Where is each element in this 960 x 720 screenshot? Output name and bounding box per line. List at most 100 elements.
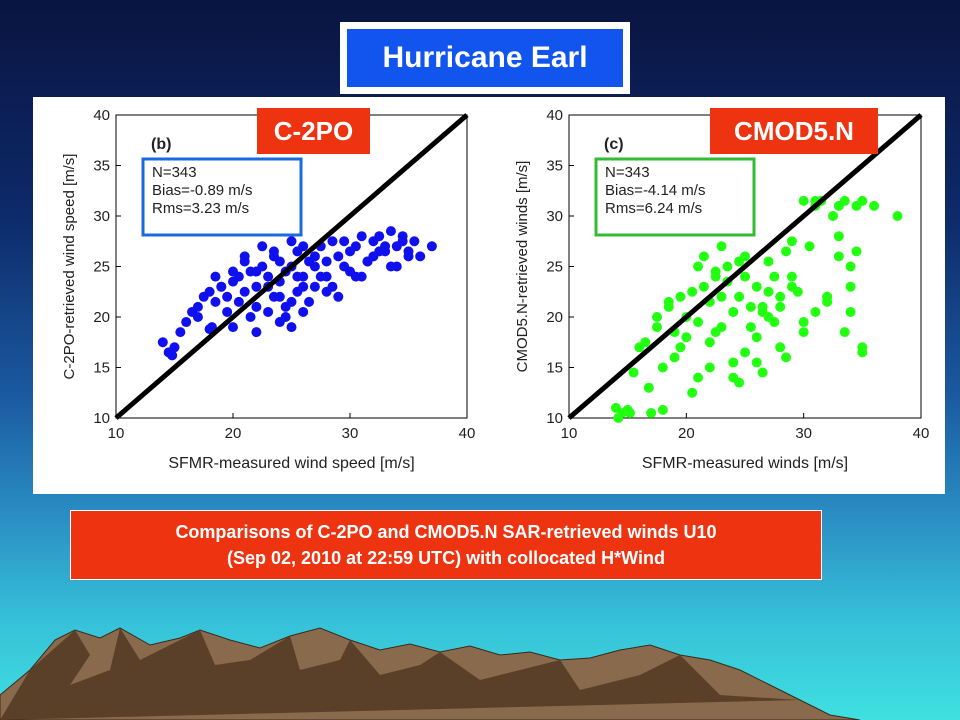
x-tick-label: 30 (342, 425, 359, 442)
data-point (728, 357, 739, 368)
data-point (646, 407, 657, 418)
data-point (228, 322, 238, 333)
data-point (781, 246, 792, 257)
y-tick-label: 25 (93, 259, 110, 276)
data-point (391, 261, 402, 272)
data-point (657, 362, 668, 373)
y-tick-label: 10 (546, 410, 563, 427)
data-point (175, 327, 186, 338)
data-point (286, 322, 297, 333)
stats-line: Bias=-4.14 m/s (605, 182, 705, 199)
data-point (786, 271, 797, 282)
data-point (640, 337, 651, 348)
data-point (263, 306, 274, 317)
data-point (745, 301, 756, 312)
data-point (339, 236, 350, 247)
data-point (716, 291, 727, 302)
data-point (204, 286, 215, 297)
data-point (426, 241, 437, 252)
data-point (321, 286, 332, 297)
stats-line: Bias=-0.89 m/s (152, 182, 252, 199)
y-tick-label: 10 (93, 410, 110, 427)
data-point (613, 413, 624, 423)
data-point (669, 352, 680, 363)
panel-label: (c) (604, 136, 624, 153)
cmod5n-tag: CMOD5.N (710, 108, 878, 154)
data-point (722, 261, 733, 272)
data-point (239, 251, 250, 262)
data-point (321, 256, 332, 267)
data-point (704, 362, 715, 373)
data-point (309, 281, 320, 292)
stats-box (594, 157, 756, 237)
data-point (833, 251, 844, 262)
data-point (657, 404, 668, 415)
data-point (740, 251, 750, 262)
data-point (251, 327, 262, 338)
x-tick-label: 10 (108, 425, 125, 442)
data-point (251, 281, 262, 292)
data-point (681, 332, 692, 343)
data-point (704, 337, 715, 348)
data-point (652, 312, 662, 322)
data-point (798, 195, 809, 206)
data-point (309, 251, 320, 262)
charts-svg: 10 20 30 4010152025303540(b)N=343Bias=-0.89… (61, 107, 929, 472)
stats-line: N=343 (605, 164, 650, 181)
stats-line: Rms=6.24 m/s (605, 200, 702, 217)
data-point (157, 337, 168, 348)
y-axis-label: C-2PO-retrieved wind speed [m/s] (61, 154, 78, 380)
data-point (415, 251, 426, 262)
one-to-one-line (567, 113, 923, 420)
data-point (693, 317, 704, 328)
data-point (268, 291, 279, 302)
data-point (181, 317, 192, 328)
data-point (169, 342, 180, 353)
y-tick-label: 35 (546, 158, 563, 175)
data-point (251, 266, 262, 277)
data-point (292, 286, 303, 297)
data-point (828, 211, 838, 221)
data-point (345, 266, 355, 277)
data-point (833, 200, 844, 211)
x-axis-label: SFMR-measured winds [m/s] (642, 455, 848, 472)
data-point (716, 241, 727, 252)
data-point (833, 231, 844, 242)
data-point (625, 407, 636, 418)
data-point (710, 266, 721, 277)
mountain-illustration (0, 627, 861, 720)
data-point (763, 256, 774, 267)
data-point (233, 296, 244, 307)
data-point (675, 342, 686, 353)
data-point (628, 367, 639, 378)
data-point (298, 306, 309, 317)
panel-label: (b) (151, 136, 171, 153)
data-point (798, 327, 809, 338)
data-point (693, 261, 704, 272)
data-point (263, 271, 274, 282)
data-point (822, 291, 833, 302)
data-point (798, 317, 809, 328)
data-point (228, 266, 238, 277)
data-point (769, 317, 780, 328)
x-tick-label: 10 (561, 425, 578, 442)
data-point (810, 306, 821, 317)
y-tick-label: 25 (546, 259, 563, 276)
data-point (245, 312, 256, 322)
data-point (710, 327, 721, 338)
data-point (728, 306, 739, 317)
data-point (845, 306, 856, 317)
data-point (745, 322, 756, 333)
x-tick-label: 30 (795, 425, 812, 442)
data-point (757, 306, 768, 317)
data-point (857, 347, 868, 358)
data-point (804, 241, 815, 252)
y-tick-label: 30 (93, 208, 110, 225)
data-point (321, 271, 332, 282)
data-point (257, 241, 268, 252)
y-tick-label: 35 (93, 158, 110, 175)
data-point (769, 271, 780, 282)
data-point (403, 251, 414, 262)
data-point (734, 291, 745, 302)
data-point (857, 195, 868, 206)
